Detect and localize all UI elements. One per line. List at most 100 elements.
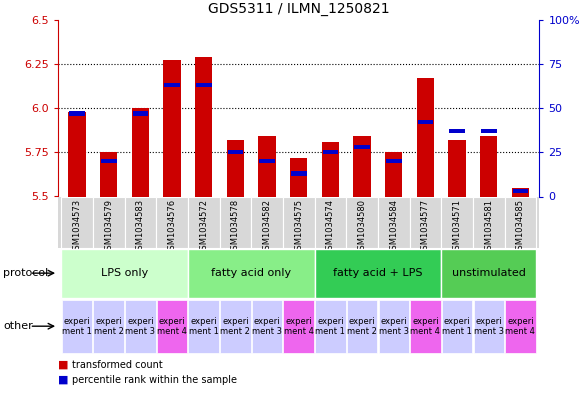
Text: experi
ment 1: experi ment 1 bbox=[442, 317, 472, 336]
Bar bbox=[188, 196, 219, 248]
Bar bbox=[157, 300, 187, 353]
Text: other: other bbox=[3, 321, 32, 331]
Text: GSM1034584: GSM1034584 bbox=[389, 199, 398, 255]
Bar bbox=[61, 249, 188, 298]
Text: GSM1034578: GSM1034578 bbox=[231, 199, 240, 255]
Bar bbox=[416, 78, 434, 196]
Bar bbox=[473, 196, 505, 248]
Text: transformed count: transformed count bbox=[72, 360, 163, 370]
Text: experi
ment 2: experi ment 2 bbox=[347, 317, 377, 336]
Bar bbox=[290, 158, 307, 196]
Bar bbox=[322, 142, 339, 196]
Text: GSM1034572: GSM1034572 bbox=[199, 199, 208, 255]
Bar bbox=[251, 196, 283, 248]
Text: LPS only: LPS only bbox=[101, 268, 148, 278]
Bar bbox=[258, 136, 276, 196]
Bar bbox=[347, 300, 377, 353]
Bar bbox=[69, 111, 85, 116]
Text: GSM1034585: GSM1034585 bbox=[516, 199, 525, 255]
Bar bbox=[378, 196, 409, 248]
Bar bbox=[473, 300, 504, 353]
Bar bbox=[62, 300, 92, 353]
Bar bbox=[322, 150, 338, 154]
Bar bbox=[132, 108, 149, 196]
Text: experi
ment 3: experi ment 3 bbox=[125, 317, 155, 336]
Bar bbox=[513, 189, 528, 193]
Text: GSM1034583: GSM1034583 bbox=[136, 199, 145, 255]
Bar bbox=[188, 249, 314, 298]
Text: GSM1034576: GSM1034576 bbox=[168, 199, 176, 255]
Bar bbox=[227, 140, 244, 196]
Text: GSM1034582: GSM1034582 bbox=[263, 199, 271, 255]
Bar bbox=[219, 196, 251, 248]
Text: GSM1034575: GSM1034575 bbox=[294, 199, 303, 255]
Bar bbox=[441, 249, 536, 298]
Bar bbox=[315, 300, 346, 353]
Text: GSM1034573: GSM1034573 bbox=[72, 199, 82, 255]
Text: experi
ment 3: experi ment 3 bbox=[474, 317, 503, 336]
Bar bbox=[386, 159, 401, 163]
Bar bbox=[505, 300, 535, 353]
Bar bbox=[93, 196, 125, 248]
Text: experi
ment 3: experi ment 3 bbox=[379, 317, 409, 336]
Bar bbox=[442, 300, 472, 353]
Bar bbox=[379, 300, 409, 353]
Bar bbox=[164, 61, 181, 196]
Bar bbox=[512, 188, 529, 196]
Bar bbox=[441, 196, 473, 248]
Text: experi
ment 3: experi ment 3 bbox=[252, 317, 282, 336]
Text: fatty acid + LPS: fatty acid + LPS bbox=[333, 268, 423, 278]
Text: experi
ment 4: experi ment 4 bbox=[411, 317, 440, 336]
Bar bbox=[125, 196, 156, 248]
Text: experi
ment 1: experi ment 1 bbox=[316, 317, 345, 336]
Bar bbox=[132, 111, 148, 116]
Bar bbox=[480, 136, 498, 196]
Bar bbox=[61, 196, 93, 248]
Bar bbox=[410, 300, 441, 353]
Bar bbox=[68, 112, 86, 196]
Text: experi
ment 2: experi ment 2 bbox=[220, 317, 251, 336]
Bar bbox=[409, 196, 441, 248]
Text: GSM1034577: GSM1034577 bbox=[421, 199, 430, 255]
Bar bbox=[418, 120, 433, 125]
Bar bbox=[101, 159, 117, 163]
Text: GSM1034579: GSM1034579 bbox=[104, 199, 113, 255]
Bar bbox=[353, 136, 371, 196]
Bar bbox=[188, 300, 219, 353]
Bar bbox=[314, 249, 441, 298]
Bar bbox=[450, 129, 465, 133]
Bar bbox=[284, 300, 314, 353]
Bar bbox=[100, 152, 117, 196]
Text: experi
ment 4: experi ment 4 bbox=[284, 317, 314, 336]
Text: experi
ment 1: experi ment 1 bbox=[188, 317, 219, 336]
Bar bbox=[196, 83, 212, 87]
Bar bbox=[346, 196, 378, 248]
Bar bbox=[505, 196, 536, 248]
Bar bbox=[164, 83, 180, 87]
Bar bbox=[125, 300, 155, 353]
Text: ■: ■ bbox=[58, 375, 68, 385]
Bar bbox=[314, 196, 346, 248]
Bar bbox=[259, 159, 275, 163]
Bar bbox=[93, 300, 124, 353]
Text: GSM1034574: GSM1034574 bbox=[326, 199, 335, 255]
Bar bbox=[283, 196, 314, 248]
Text: percentile rank within the sample: percentile rank within the sample bbox=[72, 375, 237, 385]
Text: ■: ■ bbox=[58, 360, 68, 370]
Bar bbox=[156, 196, 188, 248]
Text: experi
ment 1: experi ment 1 bbox=[62, 317, 92, 336]
Bar bbox=[448, 140, 466, 196]
Title: GDS5311 / ILMN_1250821: GDS5311 / ILMN_1250821 bbox=[208, 2, 390, 16]
Bar bbox=[195, 57, 212, 196]
Bar bbox=[481, 129, 496, 133]
Bar bbox=[220, 300, 251, 353]
Text: experi
ment 2: experi ment 2 bbox=[94, 317, 124, 336]
Text: experi
ment 4: experi ment 4 bbox=[505, 317, 535, 336]
Text: GSM1034581: GSM1034581 bbox=[484, 199, 493, 255]
Text: protocol: protocol bbox=[3, 268, 48, 278]
Text: fatty acid only: fatty acid only bbox=[211, 268, 291, 278]
Bar bbox=[354, 145, 370, 149]
Bar bbox=[227, 150, 243, 154]
Text: GSM1034580: GSM1034580 bbox=[357, 199, 367, 255]
Text: unstimulated: unstimulated bbox=[452, 268, 525, 278]
